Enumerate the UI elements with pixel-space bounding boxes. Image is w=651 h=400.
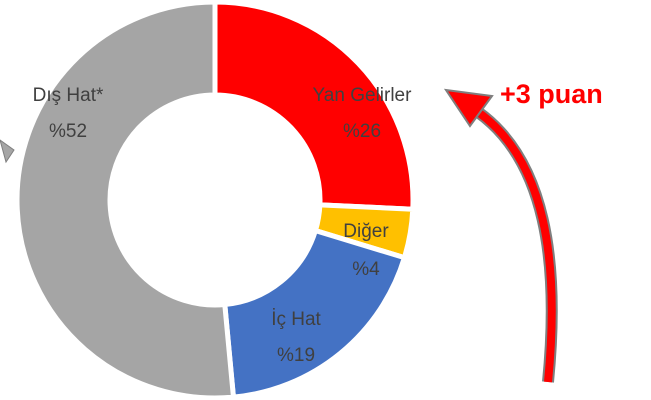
slice-label: Diğer bbox=[343, 221, 389, 242]
slice-value: %4 bbox=[352, 259, 380, 280]
slice-label: İç Hat bbox=[271, 309, 321, 330]
slice bbox=[212, 0, 416, 212]
slice bbox=[222, 227, 408, 400]
slice-value: %19 bbox=[277, 345, 315, 366]
slice-value: %52 bbox=[49, 121, 87, 142]
slice bbox=[14, 0, 237, 400]
slice-value: %26 bbox=[343, 121, 381, 142]
red-arrow bbox=[443, 88, 558, 383]
gray-arrow bbox=[0, 139, 15, 164]
slice-label: Yan Gelirler bbox=[313, 85, 413, 106]
annotation: +3 puan bbox=[500, 79, 603, 109]
slice-label: Dış Hat* bbox=[33, 85, 104, 106]
